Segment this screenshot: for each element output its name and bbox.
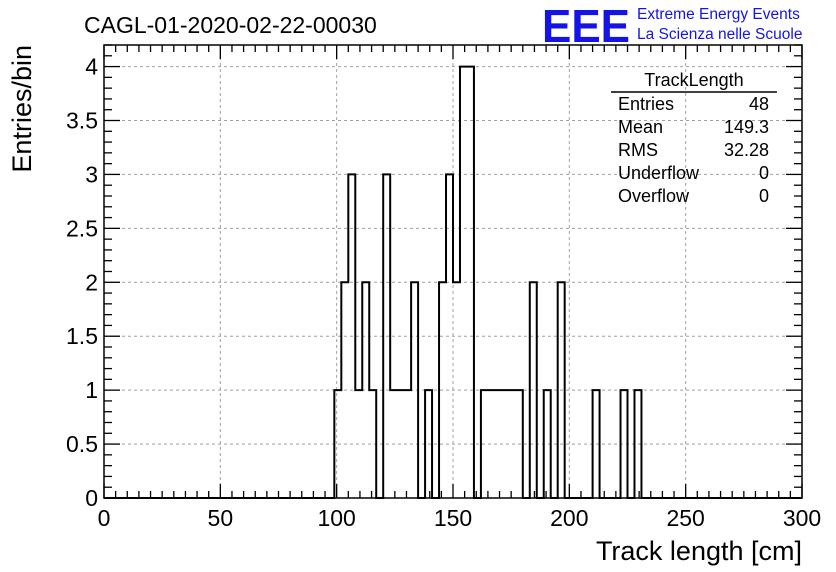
stats-row-label: Entries xyxy=(618,94,674,114)
run-title: CAGL-01-2020-02-22-00030 xyxy=(84,12,377,38)
x-tick-label: 50 xyxy=(208,505,234,531)
stats-row-value: 32.28 xyxy=(724,140,769,160)
y-tick-label: 0 xyxy=(85,485,98,511)
x-tick-label: 100 xyxy=(317,505,355,531)
stats-row-label: Overflow xyxy=(618,186,690,206)
stats-row-value: 0 xyxy=(759,186,769,206)
y-tick-label: 1.5 xyxy=(66,323,98,349)
y-tick-label: 2.5 xyxy=(66,215,98,241)
y-tick-label: 2 xyxy=(85,269,98,295)
stats-row-label: Mean xyxy=(618,117,663,137)
eee-logo-line2: La Scienza nelle Scuole xyxy=(637,26,802,43)
x-tick-label: 150 xyxy=(434,505,472,531)
x-axis-title: Track length [cm] xyxy=(596,536,802,566)
stats-row-value: 149.3 xyxy=(724,117,769,137)
y-tick-label: 0.5 xyxy=(66,431,98,457)
eee-logo-text: EEE xyxy=(542,0,630,52)
eee-logo-line1: Extreme Energy Events xyxy=(637,6,800,23)
y-tick-label: 3.5 xyxy=(66,108,98,134)
stats-box: TrackLength Entries 48 Mean 149.3 RMS 32.28 Un… xyxy=(611,70,777,206)
x-axis-ticks: 0 50 100 150 200 250 300 xyxy=(98,45,821,531)
x-tick-label: 300 xyxy=(783,505,821,531)
x-tick-label: 250 xyxy=(666,505,704,531)
eee-logo: EEE Extreme Energy Events La Scienza nel… xyxy=(542,0,802,52)
stats-row-value: 0 xyxy=(759,163,769,183)
y-tick-label: 1 xyxy=(85,377,98,403)
x-tick-label: 200 xyxy=(550,505,588,531)
x-tick-label: 0 xyxy=(98,505,111,531)
y-tick-label: 4 xyxy=(85,54,98,80)
y-axis-title: Entries/bin xyxy=(7,45,37,173)
y-axis-ticks: 0 0.5 1 1.5 2 2.5 3 3.5 4 xyxy=(66,44,802,511)
stats-box-title: TrackLength xyxy=(644,70,743,90)
stats-row-label: RMS xyxy=(618,140,658,160)
stats-row-label: Underflow xyxy=(618,163,700,183)
y-tick-label: 3 xyxy=(85,161,98,187)
stats-row-value: 48 xyxy=(749,94,769,114)
